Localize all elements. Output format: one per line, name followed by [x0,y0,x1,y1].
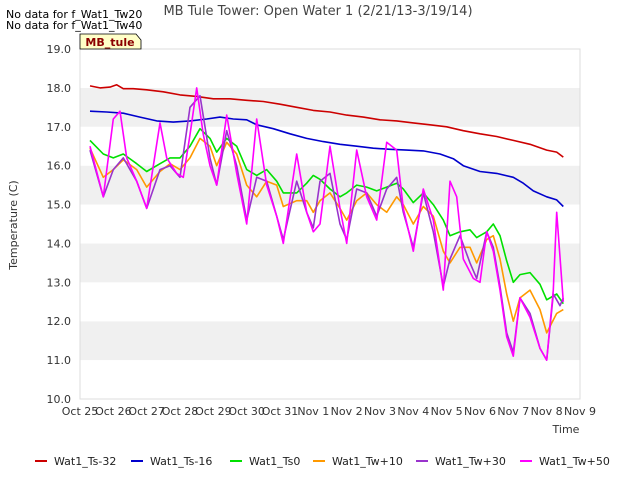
x-axis-label: Time [552,423,580,436]
y-tick-label: 17.0 [47,121,72,134]
grid-band [80,49,580,88]
x-tick-label: Oct 31 [262,405,299,418]
x-tick-label: Nov 6 [464,405,496,418]
y-axis-label: Temperature (C) [7,180,20,270]
grid-band [80,282,580,322]
x-tick-label: Nov 9 [564,405,596,418]
y-tick-label: 15.0 [47,199,72,212]
plot-frame [79,48,581,400]
legend-label: Wat1_Ts0 [249,455,300,468]
x-tick-label: Nov 8 [531,405,563,418]
y-tick-label: 13.0 [47,276,72,289]
series-line-wat1-ts-32 [89,84,564,158]
series-line-wat1-ts0 [89,127,564,305]
series-lines [89,84,565,361]
y-tick-label: 19.0 [47,43,72,56]
x-tick-label: Oct 29 [195,405,232,418]
legend-label: Wat1_Tw+30 [435,455,506,468]
y-tick-label: 11.0 [47,354,72,367]
grid-band [80,204,580,244]
series-line-wat1-tw-50 [89,87,565,361]
x-tick-label: Nov 3 [364,405,396,418]
legend-label: Wat1_Ts-16 [150,455,212,468]
x-tick-label: Nov 5 [431,405,463,418]
y-tick-label: 12.0 [47,315,72,328]
legend-label: Wat1_Ts-32 [54,455,116,468]
series-line-wat1-ts-16 [89,110,564,208]
grid-band [80,360,580,399]
station-label: MB_tule [85,36,134,49]
plot-background-bands [79,48,581,400]
x-tick-label: Oct 27 [128,405,165,418]
chart-title: MB Tule Tower: Open Water 1 (2/21/13-3/1… [163,4,472,19]
y-tick-label: 16.0 [47,160,72,173]
x-tick-label: Oct 25 [62,405,99,418]
legend: Wat1_Ts-32 Wat1_Ts-16 Wat1_Ts0 Wat1_Tw+10 Wa… [35,455,610,468]
grid-band [80,165,580,205]
grid-band [80,321,580,361]
y-axis-ticks: 10.0 11.0 12.0 13.0 14.0 15.0 16.0 17.0 18.0 19.0 [47,43,72,406]
grid-band [80,87,580,127]
no-data-message-tw20: No data for f_Wat1_Tw20 [6,8,143,21]
station-label-box: MB_tule [79,33,142,50]
x-tick-label: Oct 26 [95,405,132,418]
x-tick-label: Nov 1 [297,405,329,418]
y-tick-label: 10.0 [47,393,72,406]
grid-band [80,243,580,283]
y-tick-label: 14.0 [47,237,72,250]
x-tick-label: Nov 7 [497,405,529,418]
x-tick-label: Nov 2 [331,405,363,418]
legend-label: Wat1_Tw+50 [539,455,610,468]
legend-label: Wat1_Tw+10 [332,455,403,468]
x-tick-label: Nov 4 [397,405,429,418]
x-tick-label: Oct 30 [228,405,265,418]
y-tick-label: 18.0 [47,82,72,95]
x-tick-label: Oct 28 [162,405,199,418]
no-data-message-tw40: No data for f_Wat1_Tw40 [6,19,143,32]
